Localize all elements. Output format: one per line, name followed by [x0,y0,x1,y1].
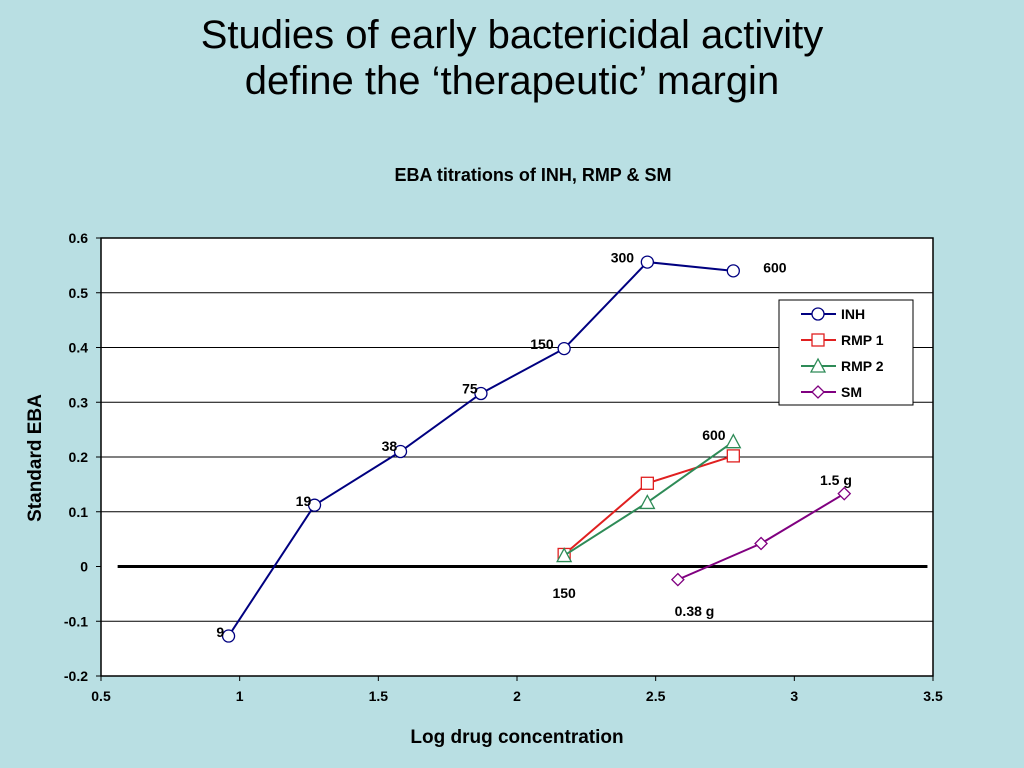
series-inh [221,255,740,643]
axis-ticks: -0.2 -0.1 0 0.1 0.2 0.3 0.4 0.5 0.6 0.5 1 1.5 2 2.5 3 3… [64,230,943,704]
data-point [221,629,236,643]
y-tick-label: 0.6 [69,230,89,246]
legend-marker [809,357,827,373]
point-annotation: 75 [462,381,478,397]
data-point [837,486,852,501]
x-tick-label: 1.5 [369,688,389,704]
x-tick-label: 0.5 [91,688,111,704]
legend-label: INH [841,306,865,322]
data-point [726,449,740,463]
point-annotation: 150 [530,336,554,352]
data-point [670,572,685,587]
y-tick-label: 0.1 [69,504,89,520]
x-axis-label: Log drug concentration [410,727,623,748]
data-point [640,476,654,490]
x-tick-label: 3.5 [923,688,943,704]
legend-marker [811,385,825,399]
point-annotation: 300 [611,250,635,266]
legend-marker [811,333,825,347]
data-point [725,433,742,449]
series-rmp-2 [556,433,742,563]
series-sm [670,486,852,587]
y-tick-label: 0.4 [69,340,89,356]
data-point [640,255,654,269]
y-axis-label: Standard EBA [25,394,46,522]
data-point [307,498,322,512]
series-layer [221,255,852,643]
data-point [639,494,656,510]
y-tick-label: 0.3 [69,394,89,410]
point-annotation: 19 [296,493,312,509]
x-tick-label: 2.5 [646,688,666,704]
slide-title-line-2: define the ‘therapeutic’ margin [244,59,780,103]
point-annotations: 9 19 38 75 150 300 600 600 150 1.5 g 0.38 g [216,250,852,640]
point-annotation: 600 [763,260,787,276]
slide-title: Studies of early bactericidal activity d… [0,12,1024,104]
point-annotation: 150 [552,585,576,601]
point-annotation: 0.38 g [675,603,715,619]
y-tick-label: 0.5 [69,285,89,301]
chart-title: EBA titrations of INH, RMP & SM [394,165,671,185]
data-point [754,536,768,551]
point-annotation: 600 [702,427,726,443]
y-tick-label: -0.2 [64,668,88,684]
x-tick-label: 3 [790,688,798,704]
point-annotation: 38 [382,438,398,454]
x-tick-label: 2 [513,688,521,704]
data-point [557,341,571,356]
point-annotation: 1.5 g [820,472,852,488]
legend-label: RMP 1 [841,332,884,348]
legend-label: SM [841,384,862,400]
legend-label: RMP 2 [841,358,884,374]
data-point [474,386,488,401]
y-tick-label: 0.2 [69,449,89,465]
slide-title-line-1: Studies of early bactericidal activity [200,13,824,57]
y-tick-label: 0 [80,559,88,575]
gridlines [101,292,933,622]
legend-entries: INH RMP 1 RMP 2 SM [801,306,884,400]
legend-marker [811,307,825,321]
data-point [556,547,573,563]
point-annotation: 9 [216,624,224,640]
x-tick-label: 1 [236,688,244,704]
data-point [726,264,740,278]
data-point [393,444,408,459]
legend-box [778,299,914,406]
y-tick-label: -0.1 [64,613,88,629]
legend: INH RMP 1 RMP 2 SM [778,299,914,406]
